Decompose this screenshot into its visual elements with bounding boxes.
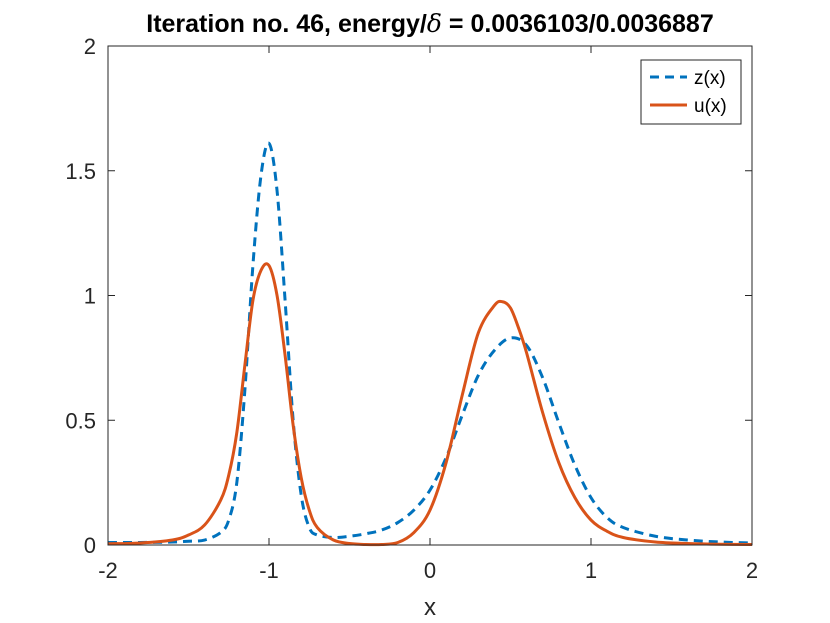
y-tick-label: 2 [84, 34, 96, 59]
legend-label-u: u(x) [694, 96, 727, 117]
axis-ticks [107, 45, 753, 546]
y-tick-label: 0 [84, 533, 96, 558]
x-tick-label: -2 [98, 558, 118, 583]
legend: z(x) u(x) [640, 59, 742, 125]
chart-title-prefix: Iteration no. 46, energy/ [146, 10, 427, 38]
y-tick-label: 0.5 [65, 408, 96, 433]
x-tick-label: 1 [585, 558, 597, 583]
chart-title: Iteration no. 46, energy/δ = 0.0036103/0… [146, 9, 714, 38]
legend-box [640, 59, 742, 125]
legend-label-z: z(x) [694, 68, 726, 89]
x-tick-label: 0 [424, 558, 436, 583]
axis-tick-labels: -2 -1 0 1 2 0 0.5 1 1.5 2 [65, 34, 758, 583]
chart-title-symbol: δ [427, 9, 442, 38]
x-axis-label: x [424, 594, 436, 621]
y-tick-label: 1.5 [65, 159, 96, 184]
x-tick-label: -1 [259, 558, 279, 583]
chart-title-suffix: = 0.0036103/0.0036887 [442, 10, 714, 38]
y-tick-label: 1 [84, 284, 96, 309]
x-tick-label: 2 [746, 558, 758, 583]
series-line-z [107, 141, 753, 545]
